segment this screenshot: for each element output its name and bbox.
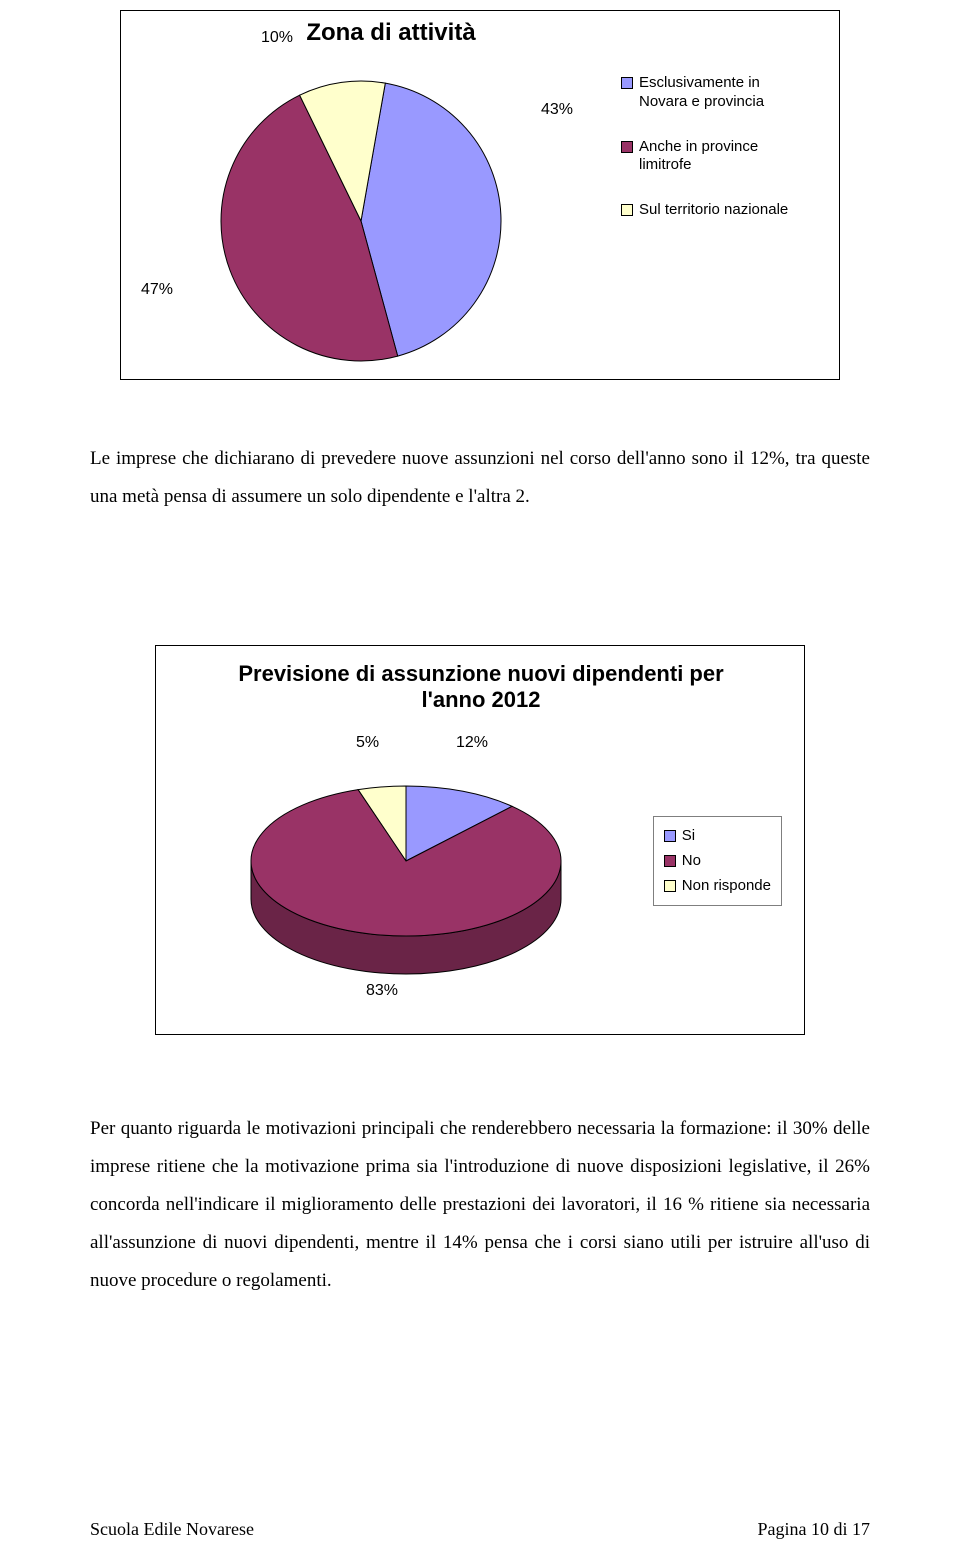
chart1-pct-1: 47% (141, 281, 173, 299)
chart-previsione-assunzione: Previsione di assunzione nuovi dipendent… (155, 645, 805, 1035)
legend-label: Anche in province limitrofe (639, 138, 809, 176)
chart2-pie (186, 731, 626, 1021)
paragraph-1: Le imprese che dichiarano di prevedere n… (90, 440, 870, 516)
chart1-pie (161, 41, 561, 381)
page-footer: Scuola Edile Novarese Pagina 10 di 17 (90, 1519, 870, 1540)
legend-label: Si (682, 827, 695, 846)
footer-right: Pagina 10 di 17 (758, 1519, 871, 1540)
chart2-legend: Si No Non risponde (653, 816, 782, 906)
legend-swatch (664, 830, 676, 842)
legend-swatch (664, 855, 676, 867)
chart2-pct-1: 83% (366, 982, 398, 1000)
chart1-legend: Esclusivamente in Novara e provincia Anc… (613, 66, 817, 228)
chart2-title: Previsione di assunzione nuovi dipendent… (211, 661, 751, 713)
legend-label: Sul territorio nazionale (639, 201, 788, 220)
paragraph-2: Per quanto riguarda le motivazioni princ… (90, 1110, 870, 1300)
legend-swatch (621, 141, 633, 153)
footer-left: Scuola Edile Novarese (90, 1519, 254, 1540)
legend-swatch (664, 880, 676, 892)
legend-label: Esclusivamente in Novara e provincia (639, 74, 809, 112)
chart2-pct-2: 5% (356, 734, 379, 752)
chart1-pct-2: 10% (261, 29, 293, 47)
legend-swatch (621, 77, 633, 89)
chart-zona-attivita: Zona di attività 10% 43% 47% Esclusivame… (120, 10, 840, 380)
legend-label: Non risponde (682, 877, 771, 896)
chart2-pct-0: 12% (456, 734, 488, 752)
legend-label: No (682, 852, 701, 871)
chart1-pct-0: 43% (541, 101, 573, 119)
legend-swatch (621, 204, 633, 216)
